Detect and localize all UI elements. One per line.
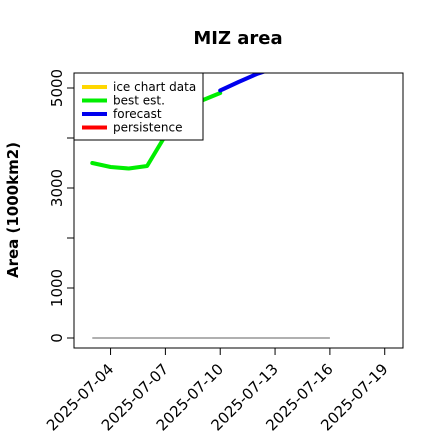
legend-label-forecast: forecast <box>113 107 162 121</box>
y-tick-label-0: 0 <box>48 333 66 343</box>
y-axis-label: Area (1000km2) <box>4 142 22 278</box>
y-tick-label-3000: 3000 <box>48 169 66 207</box>
x-axis: 2025-07-042025-07-072025-07-102025-07-13… <box>43 348 392 434</box>
legend-label-best-est-: best est. <box>113 94 165 108</box>
series-line-forecast <box>218 73 267 93</box>
y-tick-label-1000: 1000 <box>48 269 66 307</box>
legend-label-persistence: persistence <box>113 121 182 135</box>
y-tick-label-5000: 5000 <box>48 69 66 107</box>
y-axis: 0 1000 3000 5000 <box>48 69 74 343</box>
legend-label-ice-chart-data: ice chart data <box>113 80 196 94</box>
plot-frame <box>73 72 404 349</box>
chart-title: MIZ area <box>193 28 282 49</box>
